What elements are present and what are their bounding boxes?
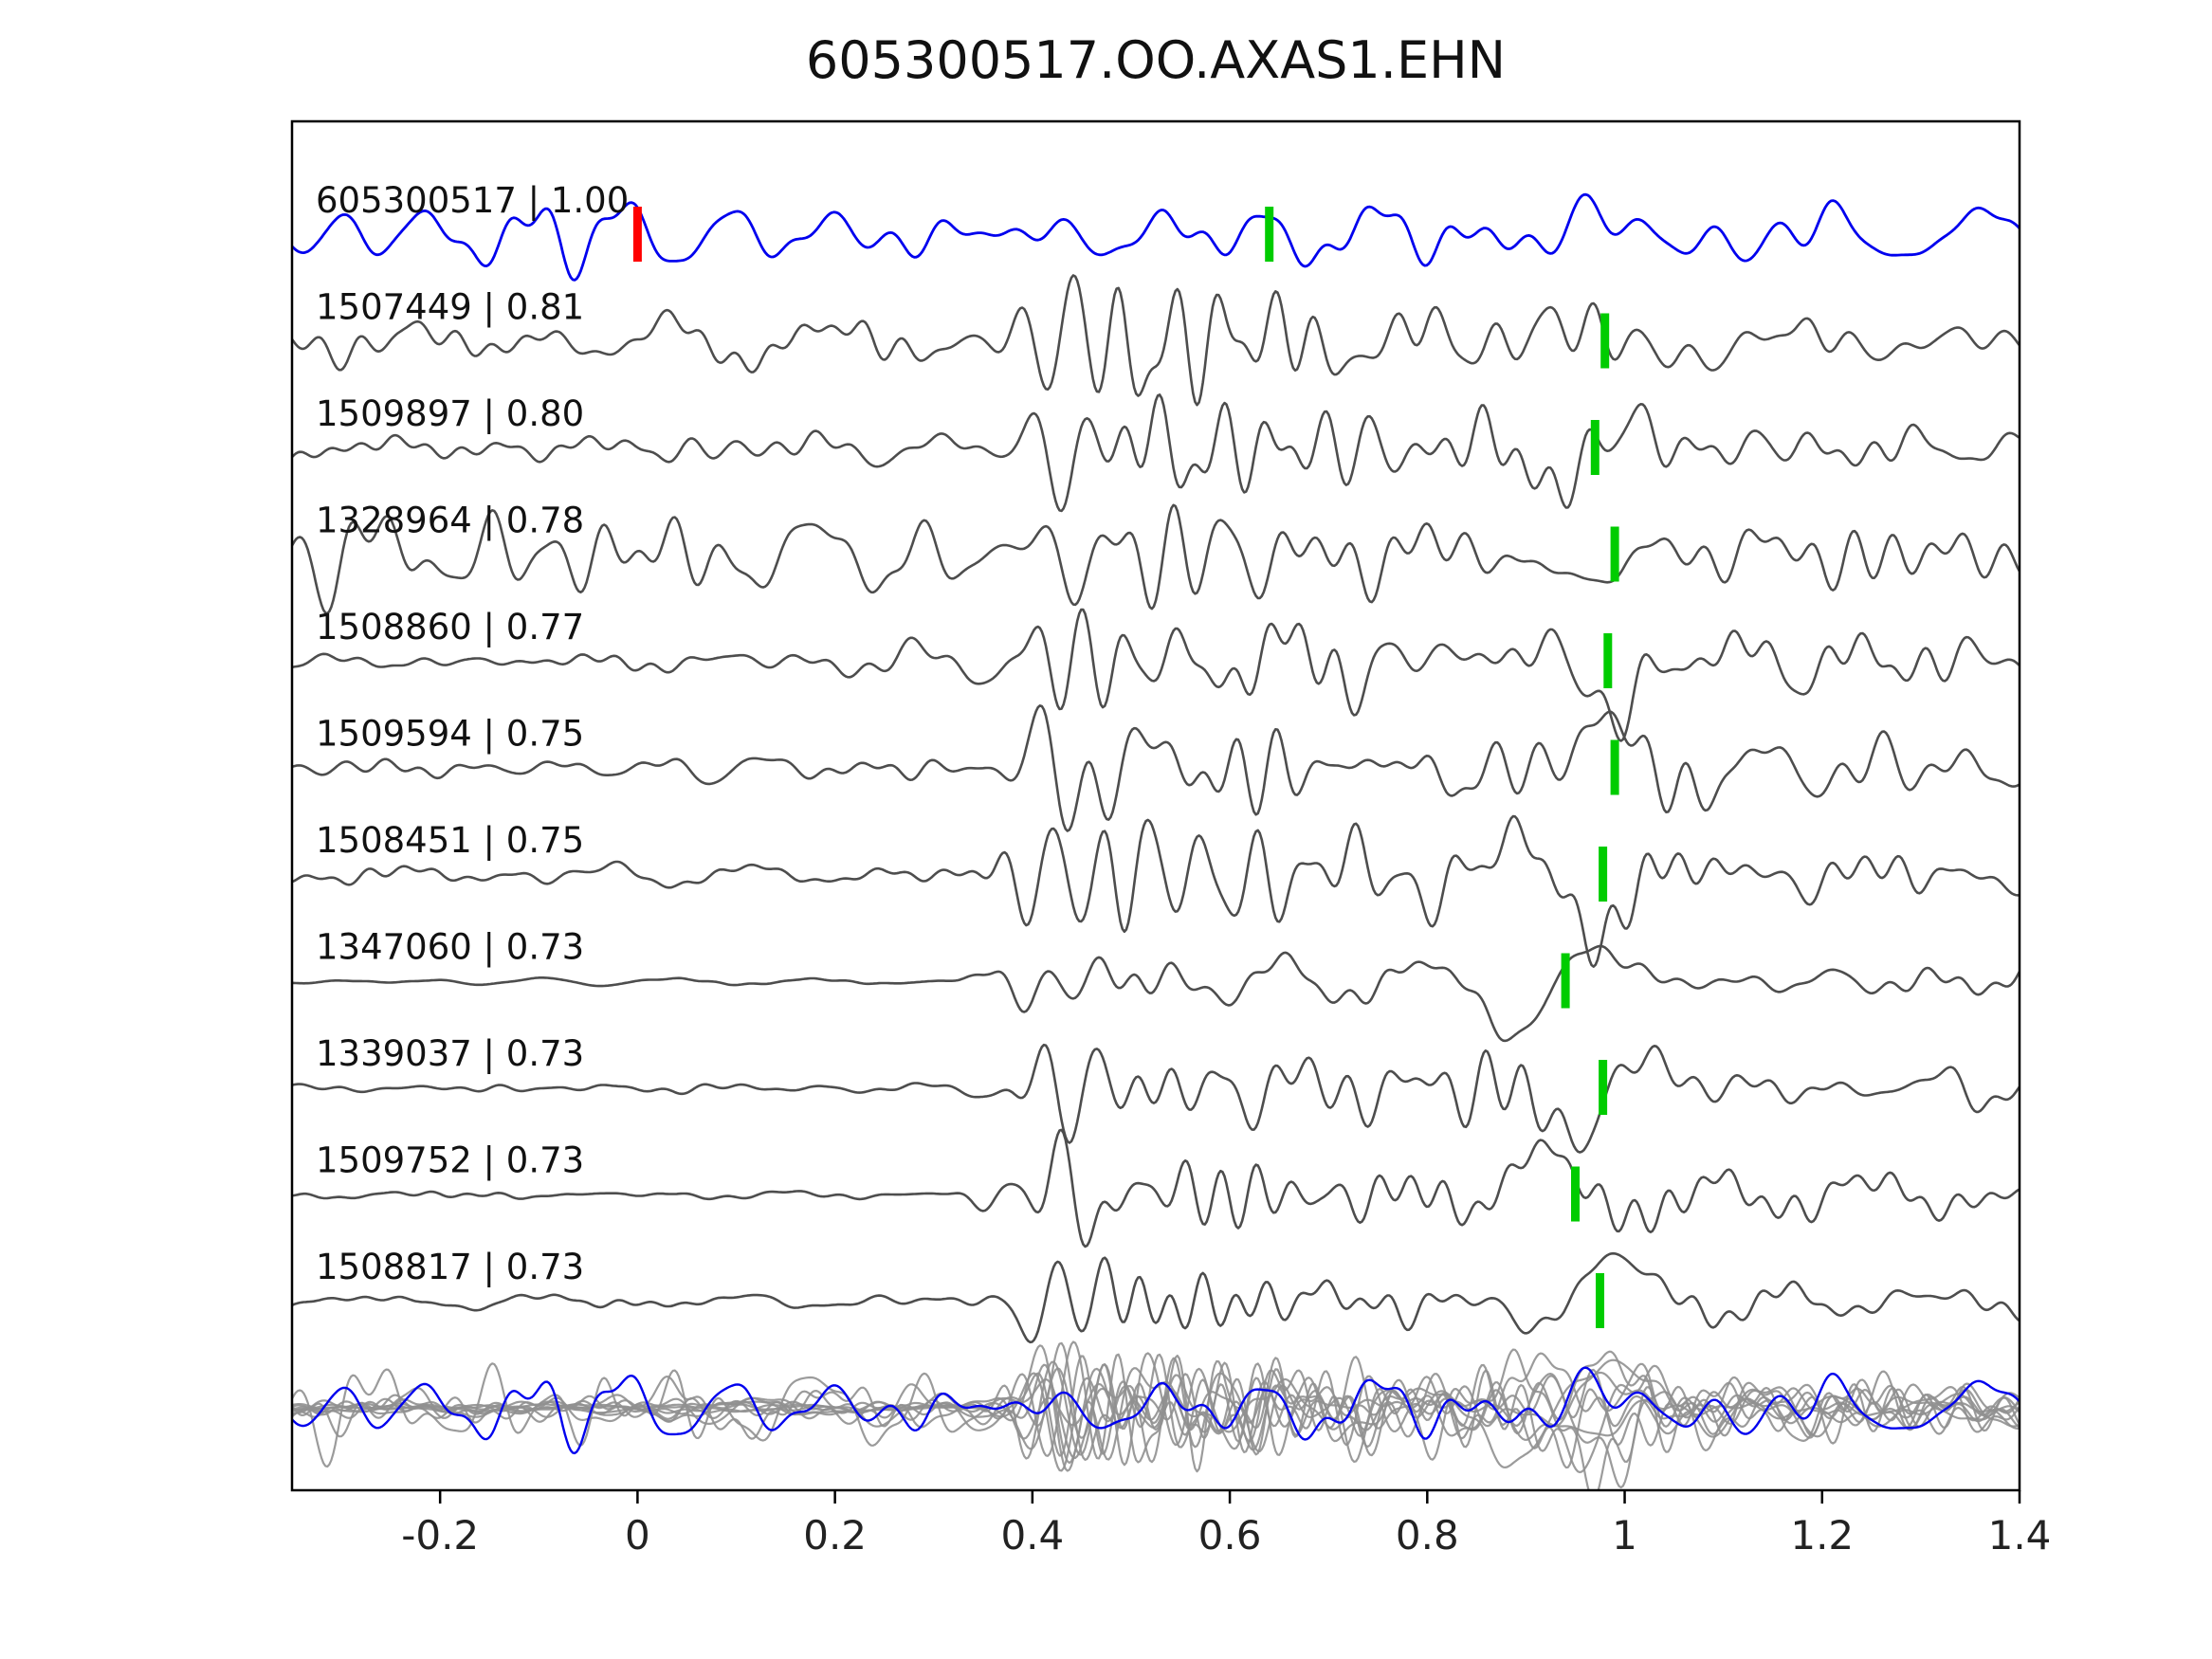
trace-label: 1509594 | 0.75 <box>316 714 584 755</box>
chart-title: 605300517.OO.AXAS1.EHN <box>806 30 1506 90</box>
trace-label: 1328964 | 0.78 <box>316 501 584 541</box>
trace-label: 1508817 | 0.73 <box>316 1247 584 1287</box>
template-zero-marker <box>632 207 642 262</box>
pick-marker-1339037 <box>1599 1060 1608 1115</box>
trace-1328964 <box>292 503 2020 615</box>
pick-marker-1508451 <box>1599 847 1608 902</box>
x-tick-label: 0.2 <box>803 1512 867 1559</box>
pick-marker-1508817 <box>1596 1273 1604 1328</box>
trace-1508860 <box>292 608 2020 742</box>
trace-label: 1508860 | 0.77 <box>316 607 584 647</box>
overlay-trace-1507449 <box>292 1340 2020 1473</box>
trace-label: 1347060 | 0.73 <box>316 927 584 968</box>
trace-label: 1509897 | 0.80 <box>316 393 584 434</box>
overlay-trace-1339037 <box>292 1363 2020 1474</box>
trace-1347060 <box>292 944 2020 1043</box>
x-tick-label: 1.4 <box>1988 1512 2052 1559</box>
template-pick-marker <box>1265 207 1274 262</box>
x-tick-label: 0.4 <box>1000 1512 1064 1559</box>
x-tick-label: 0 <box>625 1512 650 1559</box>
pick-marker-1508860 <box>1603 633 1613 688</box>
trace-1508451 <box>292 814 2020 968</box>
overlay-trace-1508860 <box>292 1355 2020 1489</box>
x-tick-label: -0.2 <box>401 1512 479 1559</box>
plot-frame <box>290 119 2021 1492</box>
trace-label: 1508451 | 0.75 <box>316 820 584 861</box>
trace-1509752 <box>292 1128 2020 1249</box>
pick-marker-1507449 <box>1600 313 1610 369</box>
trace-1339037 <box>292 1043 2020 1154</box>
x-tick-label: 1 <box>1612 1512 1637 1559</box>
x-tick-label: 0.6 <box>1198 1512 1262 1559</box>
trace-label: 1339037 | 0.73 <box>316 1033 584 1074</box>
trace-label: 1507449 | 0.81 <box>316 287 584 328</box>
pick-marker-1509594 <box>1610 739 1619 795</box>
overlay-trace-template <box>292 1366 2020 1455</box>
trace-1509897 <box>292 393 2020 513</box>
overlay-trace-1508451 <box>292 1348 2020 1490</box>
trace-1508817 <box>292 1251 2020 1344</box>
trace-template <box>292 192 2020 282</box>
trace-1509594 <box>292 703 2020 832</box>
trace-label: 1509752 | 0.73 <box>316 1140 584 1181</box>
pick-marker-1328964 <box>1610 526 1619 582</box>
trace-label: 605300517 | 1.00 <box>316 180 629 221</box>
x-tick-label: 0.8 <box>1396 1512 1459 1559</box>
traces-group <box>292 192 2020 1490</box>
pick-marker-1347060 <box>1561 953 1570 1009</box>
pick-marker-1509897 <box>1590 420 1600 475</box>
x-tick-label: 1.2 <box>1790 1512 1854 1559</box>
pick-marker-1509752 <box>1571 1166 1580 1222</box>
trace-1507449 <box>292 274 2020 407</box>
